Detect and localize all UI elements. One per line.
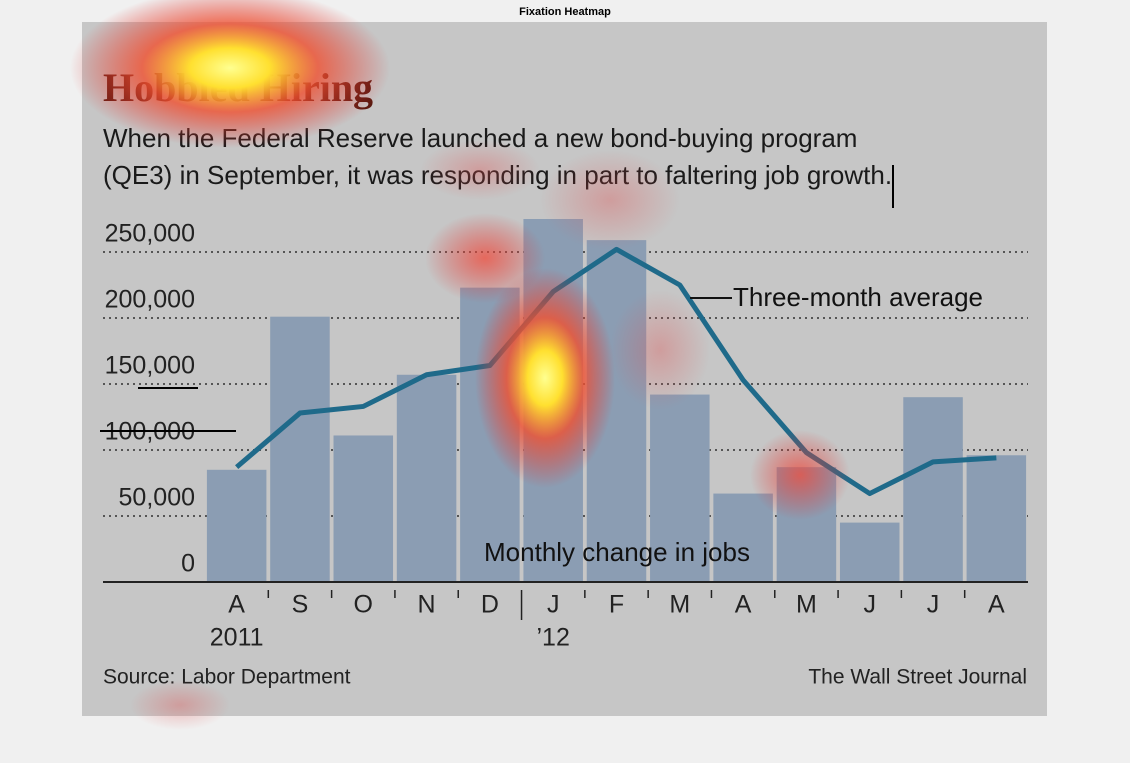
x-tick-label: M (796, 591, 817, 619)
x-tick-label: A (988, 591, 1005, 619)
source: Source: Labor Department (103, 666, 351, 689)
chart-title: Hobbled Hiring (103, 65, 373, 110)
bar (650, 394, 710, 582)
bar (333, 435, 394, 582)
y-tick-label: 0 (181, 550, 195, 578)
publisher: The Wall Street Journal (808, 666, 1027, 689)
x-tick-label: A (228, 591, 245, 619)
bar (523, 219, 583, 582)
y-tick-label: 150,000 (105, 352, 195, 380)
x-year-label: ’12 (537, 624, 570, 652)
chart-subtitle: (QE3) in September, it was responding in… (103, 160, 892, 190)
bar (903, 397, 963, 582)
x-tick-label: M (669, 591, 690, 619)
bar (966, 455, 1027, 582)
bar (270, 316, 330, 582)
x-tick-label: A (735, 591, 752, 619)
chart-subtitle: When the Federal Reserve launched a new … (103, 123, 857, 153)
y-tick-label: 250,000 (105, 220, 195, 248)
heatmap-title: Fixation Heatmap (519, 6, 611, 18)
bar (839, 522, 900, 582)
bar (396, 374, 457, 582)
bar (586, 240, 647, 582)
x-tick-label: J (863, 591, 876, 619)
legend-label: Monthly change in jobs (484, 537, 750, 567)
x-tick-label: F (609, 591, 624, 619)
y-tick-label: 200,000 (105, 286, 195, 314)
x-tick-label: J (547, 591, 560, 619)
bar (776, 467, 837, 582)
x-year-label: 2011 (210, 624, 264, 652)
legend-label: Three-month average (733, 282, 983, 312)
x-tick-label: N (418, 591, 436, 619)
y-tick-label: 50,000 (119, 484, 195, 512)
x-tick-label: J (927, 591, 940, 619)
x-tick-label: S (292, 591, 309, 619)
bar (206, 469, 267, 582)
x-tick-label: D (481, 591, 499, 619)
x-tick-label: O (354, 591, 373, 619)
